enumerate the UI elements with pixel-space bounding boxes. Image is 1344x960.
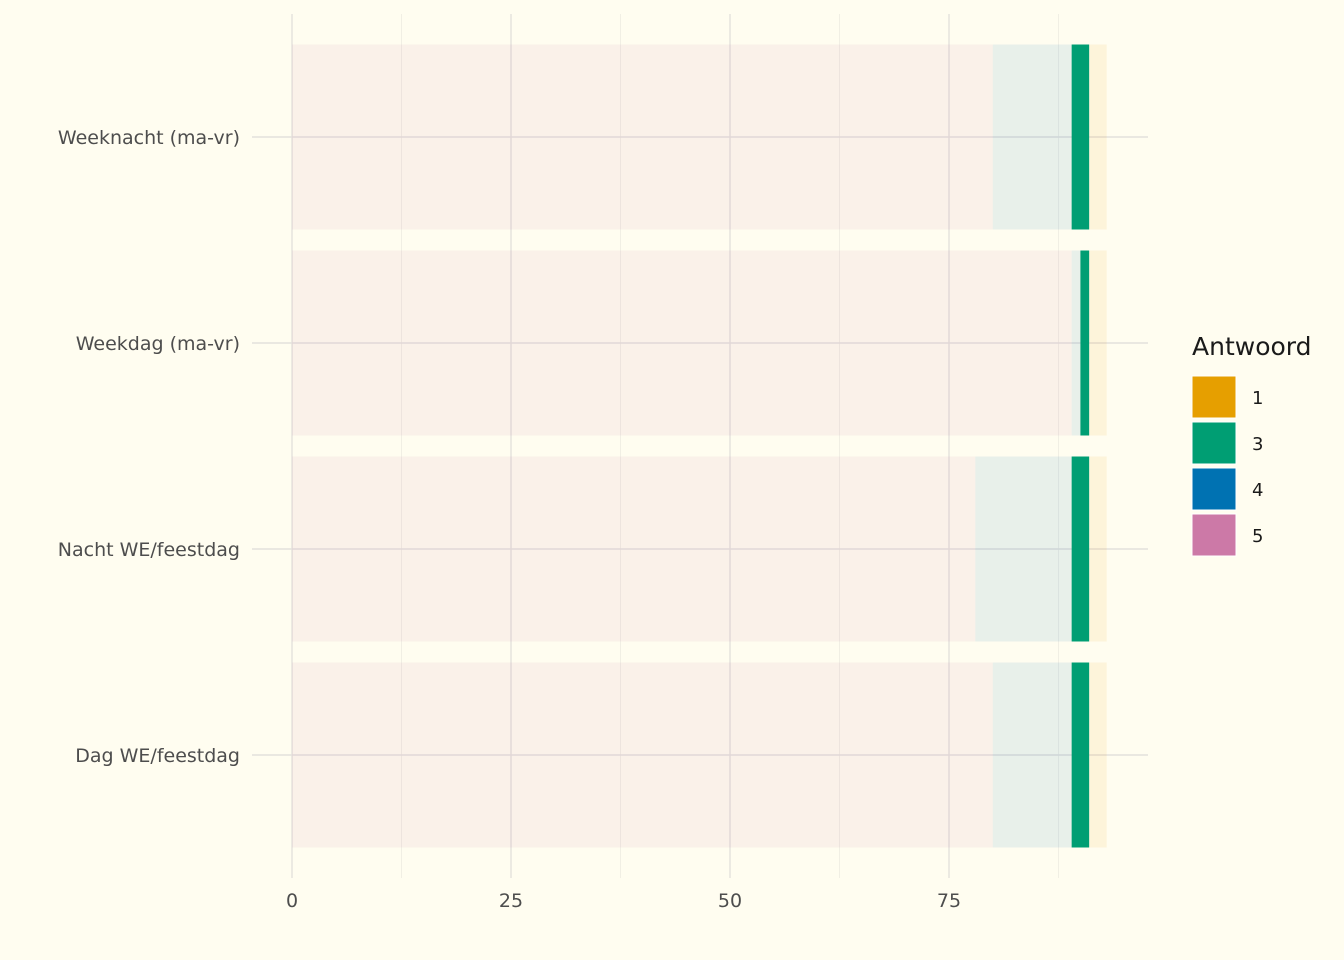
- x-tick-label: 25: [499, 890, 523, 912]
- bar-segment-3-2: [1080, 250, 1090, 436]
- bar-segment-5-1: [292, 44, 993, 230]
- y-tick-label: Weekdag (ma-vr): [76, 333, 240, 355]
- y-axis-tick-labels: Weeknacht (ma-vr) Weekdag (ma-vr) Nacht WE…: [58, 127, 240, 767]
- legend-swatch-5: [1191, 513, 1237, 557]
- legend-label-1: 1: [1252, 388, 1263, 409]
- x-tick-label: 50: [718, 890, 742, 912]
- bar-segment-4-2: [1071, 250, 1081, 436]
- bar-segment-3-3: [1071, 456, 1090, 642]
- bar-segment-5-2: [292, 250, 1072, 436]
- legend-items: 1 3 4 5: [1191, 375, 1263, 557]
- legend-title: Antwoord: [1192, 332, 1312, 361]
- grid-lines: [252, 14, 1148, 878]
- y-tick-label: Dag WE/feestdag: [75, 745, 240, 767]
- bar-segment-1-4: [1089, 662, 1107, 848]
- legend-label-4: 4: [1252, 480, 1263, 501]
- bar-segment-5-4: [292, 662, 993, 848]
- legend-swatch-3: [1191, 421, 1237, 465]
- bar-segment-1-3: [1089, 456, 1107, 642]
- x-axis-tick-labels: 0 25 50 75: [286, 890, 961, 912]
- legend-label-5: 5: [1252, 526, 1263, 547]
- bar-segment-3-1: [1071, 44, 1090, 230]
- legend-swatch-1: [1191, 375, 1237, 419]
- x-tick-label: 75: [937, 890, 961, 912]
- legend-label-3: 3: [1252, 434, 1263, 455]
- x-tick-label: 0: [286, 890, 298, 912]
- legend-swatch-4: [1191, 467, 1237, 511]
- bar-segment-4-4: [992, 662, 1072, 848]
- bars: [292, 44, 1107, 848]
- y-tick-label: Weeknacht (ma-vr): [58, 127, 240, 149]
- bar-segment-3-4: [1071, 662, 1090, 848]
- bar-segment-1-2: [1089, 250, 1107, 436]
- y-tick-label: Nacht WE/feestdag: [58, 539, 240, 561]
- bar-segment-1-1: [1089, 44, 1107, 230]
- bar-segment-4-1: [992, 44, 1072, 230]
- legend: Antwoord 1 3 4 5: [1191, 332, 1312, 557]
- bar-segment-4-3: [975, 456, 1072, 642]
- bar-segment-5-3: [292, 456, 976, 642]
